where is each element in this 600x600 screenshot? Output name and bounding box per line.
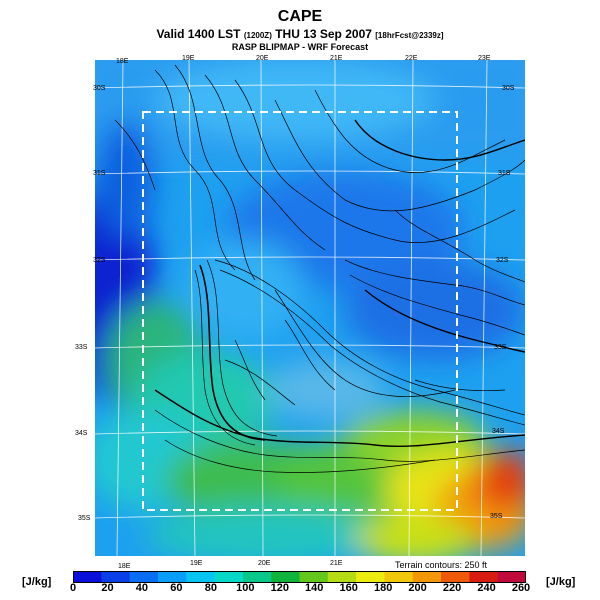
right-lat-label: 33S bbox=[494, 344, 507, 351]
colorbar-swatch bbox=[214, 571, 244, 583]
top-lon-label: 21E bbox=[330, 55, 343, 62]
left-lat-label: 31S bbox=[93, 170, 106, 177]
colorbar-unit-right: [J/kg] bbox=[546, 576, 576, 588]
left-lat-label: 32S bbox=[93, 257, 106, 264]
forecast-domain-box bbox=[142, 111, 458, 511]
left-lat-label: 34S bbox=[75, 430, 88, 437]
colorbar-swatch bbox=[327, 571, 357, 583]
colorbar-swatch bbox=[73, 571, 102, 583]
colorbar-swatch bbox=[186, 571, 216, 583]
colorbar-tick-label: 120 bbox=[270, 582, 289, 594]
bottom-lon-label: 20E bbox=[258, 560, 271, 567]
colorbar-swatch bbox=[412, 571, 442, 583]
colorbar-swatch bbox=[271, 571, 300, 583]
valid-time-line: Valid 1400 LST (1200Z) THU 13 Sep 2007 [… bbox=[0, 27, 600, 41]
left-lat-label: 33S bbox=[75, 344, 88, 351]
colorbar-tick-label: 260 bbox=[511, 582, 531, 594]
cape-field bbox=[95, 60, 525, 556]
top-lon-label: 23E bbox=[478, 55, 491, 62]
right-lat-label: 35S bbox=[490, 513, 503, 520]
colorbar-tick-label: 0 bbox=[69, 582, 77, 594]
top-lon-label: 18E bbox=[116, 58, 129, 65]
grid-lines bbox=[95, 60, 525, 556]
colorbar-swatch bbox=[497, 571, 526, 583]
colorbar-swatch bbox=[101, 571, 131, 583]
colorbar-tick-label: 80 bbox=[204, 582, 217, 594]
colorbar-swatch bbox=[441, 571, 470, 583]
colorbar-swatch bbox=[299, 571, 329, 583]
valid-time: Valid 1400 LST bbox=[156, 27, 241, 41]
colorbar-tick-label: 100 bbox=[236, 582, 255, 594]
colorbar-tick-label: 20 bbox=[101, 582, 114, 594]
cape-map bbox=[95, 60, 525, 556]
colorbar-swatch bbox=[356, 571, 385, 583]
bottom-lon-label: 19E bbox=[190, 560, 203, 567]
colorbar-tick-label: 240 bbox=[477, 582, 496, 594]
right-lat-label: 30S bbox=[502, 85, 515, 92]
colorbar-swatch bbox=[157, 571, 187, 583]
right-lat-label: 32S bbox=[496, 257, 509, 264]
forecast-info: [18hrFcst@2339z] bbox=[375, 31, 444, 40]
terrain-contours bbox=[114, 64, 525, 473]
left-lat-label: 30S bbox=[93, 85, 106, 92]
colorbar-tick-label: 200 bbox=[408, 582, 427, 594]
colorbar-swatch bbox=[242, 571, 272, 583]
colorbar-tick-label: 60 bbox=[170, 582, 183, 594]
valid-date: THU 13 Sep 2007 bbox=[275, 27, 372, 41]
right-lat-label: 31S bbox=[498, 170, 511, 177]
map-subtitle: RASP BLIPMAP - WRF Forecast bbox=[231, 42, 369, 52]
top-lon-label: 22E bbox=[405, 55, 418, 62]
colorbar-tick-label: 40 bbox=[135, 582, 149, 594]
colorbar-tick-label: 180 bbox=[373, 582, 393, 594]
colorbar bbox=[73, 571, 526, 583]
colorbar-tick-label: 140 bbox=[305, 582, 324, 594]
bottom-lon-label: 21E bbox=[330, 560, 343, 567]
colorbar-tick-label: 160 bbox=[339, 582, 358, 594]
map-title: CAPE bbox=[277, 8, 323, 25]
left-lat-label: 35S bbox=[78, 515, 91, 522]
valid-utc: (1200Z) bbox=[243, 31, 272, 40]
colorbar-swatch bbox=[129, 571, 159, 583]
top-lon-label: 20E bbox=[256, 55, 269, 62]
colorbar-swatch bbox=[384, 571, 414, 583]
top-lon-label: 19E bbox=[182, 55, 195, 62]
colorbar-unit-left: [J/kg] bbox=[22, 576, 52, 588]
colorbar-outline bbox=[73, 571, 526, 583]
colorbar-tick-label: 220 bbox=[442, 582, 462, 594]
colorbar-swatch bbox=[469, 571, 499, 583]
terrain-contour-note: Terrain contours: 250 ft bbox=[395, 560, 488, 570]
right-lat-label: 34S bbox=[492, 428, 505, 435]
bottom-lon-label: 18E bbox=[118, 563, 131, 570]
